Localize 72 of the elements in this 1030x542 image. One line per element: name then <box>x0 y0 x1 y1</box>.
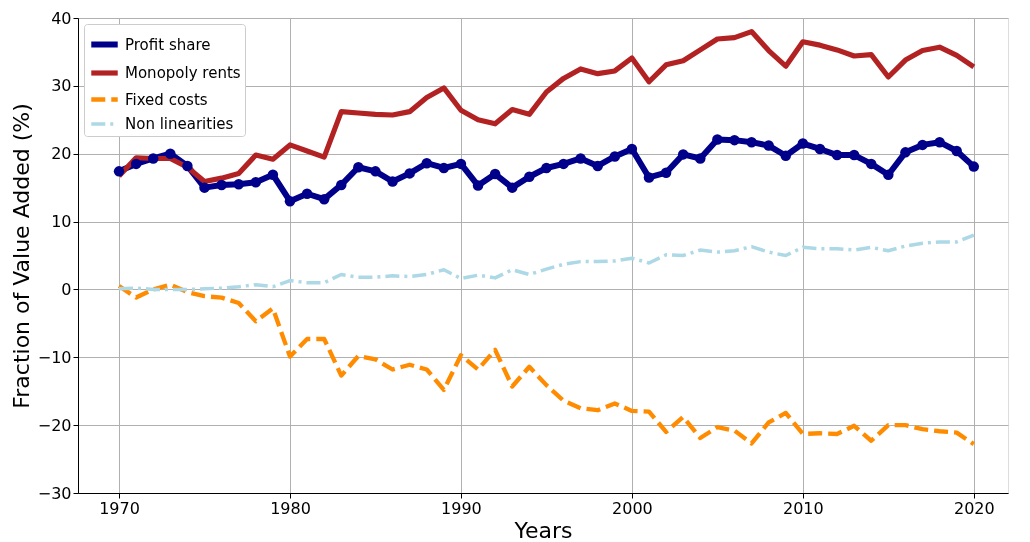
point <box>865 158 877 170</box>
point <box>199 182 210 193</box>
point <box>130 158 142 170</box>
point <box>541 162 552 174</box>
point <box>729 134 740 146</box>
legend-label: Fixed costs <box>125 90 208 109</box>
legend-label: Profit share <box>125 35 211 54</box>
x-tick-label: 2020 <box>953 498 995 518</box>
y-tick-label: −30 <box>37 483 72 503</box>
y-tick-label: −20 <box>37 415 72 435</box>
point <box>609 151 621 162</box>
point <box>746 136 757 148</box>
x-tick-label: 1970 <box>99 498 140 518</box>
point <box>438 162 450 174</box>
point <box>113 166 125 177</box>
point <box>165 148 176 159</box>
point <box>216 179 227 191</box>
point <box>182 160 193 172</box>
point <box>677 149 689 160</box>
point <box>250 176 262 188</box>
point <box>968 161 980 172</box>
point <box>780 150 791 161</box>
x-tick-label: 1980 <box>270 498 311 518</box>
point <box>404 168 415 179</box>
point <box>301 188 313 199</box>
point <box>883 169 894 180</box>
point <box>387 176 398 187</box>
legend-label: Monopoly rents <box>125 64 241 82</box>
point <box>472 180 484 191</box>
point <box>524 171 535 183</box>
y-tick-label: 0 <box>61 279 72 299</box>
y-axis-title: Fraction of Value Added (%) <box>8 103 34 409</box>
point <box>233 179 244 190</box>
x-tick-label: 2010 <box>782 498 824 518</box>
x-tick-label: 2000 <box>612 498 653 518</box>
y-tick-label: 20 <box>51 144 72 164</box>
point <box>558 158 569 170</box>
point <box>506 182 518 193</box>
legend-label: Non linearities <box>125 115 234 133</box>
y-tick-label: 40 <box>51 8 72 28</box>
y-tick-label: 10 <box>51 212 72 232</box>
point <box>626 143 638 155</box>
point <box>336 179 347 191</box>
point <box>592 160 603 172</box>
point <box>831 149 843 161</box>
point <box>575 153 586 164</box>
x-tick-label: 1990 <box>441 498 482 518</box>
point <box>353 162 364 173</box>
point <box>951 145 962 157</box>
point <box>147 153 159 164</box>
point <box>695 153 706 164</box>
point <box>797 138 809 149</box>
point <box>267 169 279 180</box>
point <box>318 193 330 205</box>
point <box>370 166 381 177</box>
point <box>900 147 911 158</box>
point <box>934 136 945 148</box>
point <box>643 172 655 183</box>
point <box>814 143 826 155</box>
point <box>660 167 672 178</box>
point <box>712 134 723 145</box>
point <box>455 158 467 170</box>
x-axis-title: Years <box>513 517 573 542</box>
y-tick-label: −10 <box>37 347 72 367</box>
point <box>489 168 501 180</box>
point <box>284 195 296 207</box>
point <box>763 140 774 151</box>
line-series <box>116 282 976 447</box>
point <box>421 157 432 169</box>
point <box>917 139 928 151</box>
line-series <box>117 233 976 292</box>
y-tick-label: 30 <box>51 76 72 96</box>
